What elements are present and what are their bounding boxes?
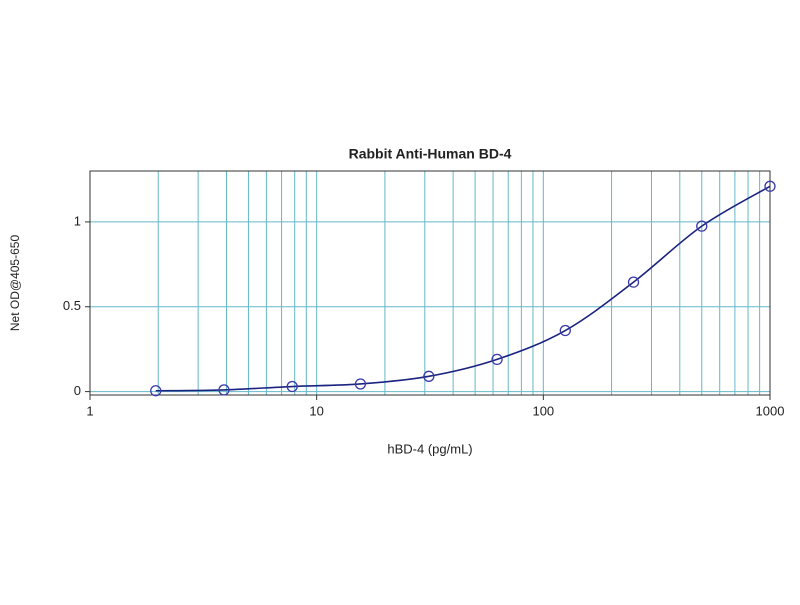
data-point <box>354 378 367 390</box>
x-tick-label: 10 <box>309 403 323 418</box>
y-axis-title: Net OD@405-650 <box>8 235 22 332</box>
y-tick-label: 0 <box>74 383 81 398</box>
data-point <box>627 276 640 288</box>
data-point <box>150 385 162 397</box>
plot-frame <box>89 170 771 396</box>
data-point <box>696 220 708 232</box>
x-tick-label: 1 <box>86 403 93 418</box>
x-tick-label: 1000 <box>756 403 785 418</box>
data-point <box>218 384 230 396</box>
x-tick-label: 100 <box>532 403 554 418</box>
fit-curve <box>155 185 771 392</box>
y-tick-label: 1 <box>74 213 81 228</box>
data-point <box>423 370 435 382</box>
x-axis-title: hBD-4 (pg/mL) <box>387 441 472 456</box>
data-point <box>286 380 298 393</box>
chart-title: Rabbit Anti-Human BD-4 <box>349 146 512 162</box>
data-point <box>559 324 571 337</box>
data-point <box>491 353 503 366</box>
data-point <box>764 180 776 192</box>
y-tick-label: 0.5 <box>63 298 81 313</box>
